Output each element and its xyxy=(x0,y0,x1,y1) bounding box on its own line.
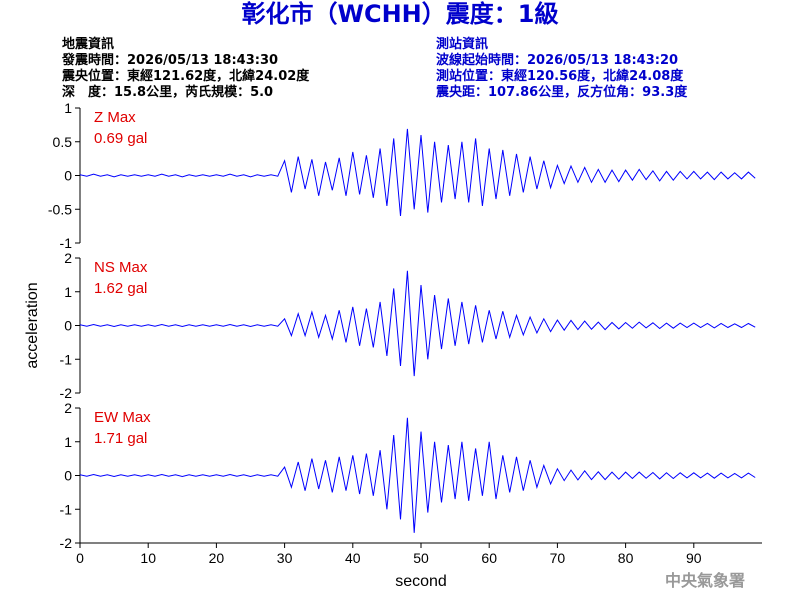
chart-title: 彰化市（WCHH）震度：1級 xyxy=(242,0,559,28)
y-tick-label: 0 xyxy=(64,468,72,484)
waveform xyxy=(79,128,756,217)
y-tick-label: 2 xyxy=(64,250,72,266)
annotation: 0.69 gal xyxy=(94,130,147,147)
y-tick-label: 1 xyxy=(64,434,72,450)
y-tick-label: 0.5 xyxy=(53,134,73,150)
y-tick-label: -2 xyxy=(60,385,73,401)
y-tick-label: -1 xyxy=(60,235,73,251)
y-tick-label: 1 xyxy=(64,284,72,300)
annotation: 1.62 gal xyxy=(94,280,147,297)
y-tick-label: -1 xyxy=(60,501,73,517)
y-tick-label: -1 xyxy=(60,351,73,367)
x-tick-label: 80 xyxy=(618,550,634,566)
info-text: 波線起始時間：2026/05/13 18:43:20 xyxy=(436,52,678,68)
x-tick-label: 90 xyxy=(686,550,702,566)
x-tick-label: 10 xyxy=(140,550,156,566)
info-text: 地震資訊 xyxy=(62,36,114,52)
x-tick-label: 50 xyxy=(413,550,429,566)
x-tick-label: 20 xyxy=(209,550,225,566)
info-text: 測站位置：東經120.56度，北緯24.08度 xyxy=(436,68,684,84)
y-tick-label: 1 xyxy=(64,100,72,116)
x-tick-label: 70 xyxy=(550,550,566,566)
y-tick-label: -0.5 xyxy=(48,201,72,217)
y-tick-label: 2 xyxy=(64,400,72,416)
annotation: 1.71 gal xyxy=(94,430,147,447)
info-text: 深 度：15.8公里，芮氏規模：5.0 xyxy=(62,84,273,100)
waveform xyxy=(79,270,756,377)
x-tick-label: 0 xyxy=(76,550,84,566)
waveform xyxy=(79,417,756,533)
y-tick-label: 0 xyxy=(64,318,72,334)
info-text: 震央位置：東經121.62度，北緯24.02度 xyxy=(61,68,310,84)
y-axis-label: acceleration xyxy=(24,282,41,368)
x-tick-label: 40 xyxy=(345,550,361,566)
info-text: 震央距：107.86公里，反方位角：93.3度 xyxy=(435,84,688,100)
annotation: NS Max xyxy=(94,259,148,276)
x-tick-label: 30 xyxy=(277,550,293,566)
info-text: 測站資訊 xyxy=(436,36,488,52)
annotation: Z Max xyxy=(94,109,136,126)
annotation: EW Max xyxy=(94,409,151,426)
y-tick-label: -2 xyxy=(60,535,73,551)
info-text: 發震時間：2026/05/13 18:43:30 xyxy=(61,52,278,68)
x-axis-label: second xyxy=(395,573,447,590)
footer: 中央氣象署 xyxy=(665,571,745,590)
y-tick-label: 0 xyxy=(64,168,72,184)
x-tick-label: 60 xyxy=(481,550,497,566)
